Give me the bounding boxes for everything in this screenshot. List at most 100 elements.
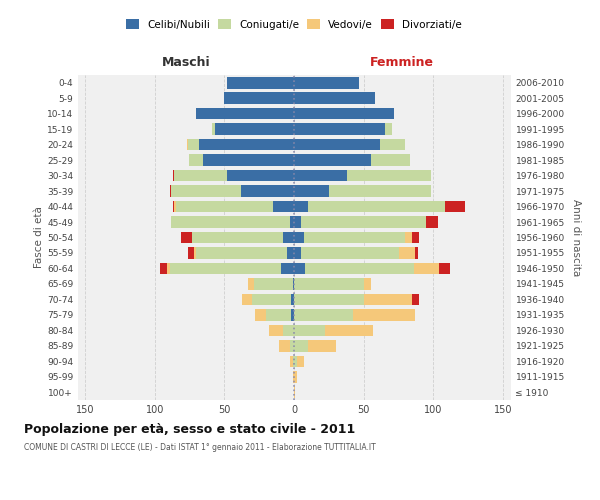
Bar bbox=[173, 200, 174, 212]
Bar bbox=[294, 216, 301, 228]
Bar bbox=[294, 278, 364, 289]
Bar bbox=[254, 278, 293, 289]
Bar bbox=[196, 108, 294, 120]
Bar bbox=[415, 247, 418, 259]
Bar bbox=[291, 309, 294, 320]
Bar bbox=[294, 139, 380, 150]
Bar bbox=[305, 262, 414, 274]
Bar bbox=[294, 170, 347, 181]
Bar bbox=[199, 139, 294, 150]
Bar bbox=[172, 186, 241, 197]
Bar bbox=[380, 139, 406, 150]
Bar bbox=[278, 340, 290, 351]
Bar bbox=[287, 247, 294, 259]
Bar bbox=[294, 386, 295, 398]
Bar bbox=[294, 262, 305, 274]
Bar bbox=[212, 124, 215, 135]
Bar bbox=[414, 262, 439, 274]
Bar bbox=[301, 216, 427, 228]
Bar bbox=[170, 262, 281, 274]
Text: COMUNE DI CASTRI DI LECCE (LE) - Dati ISTAT 1° gennaio 2011 - Elaborazione TUTTI: COMUNE DI CASTRI DI LECCE (LE) - Dati IS… bbox=[24, 442, 376, 452]
Bar bbox=[196, 247, 287, 259]
Bar bbox=[174, 170, 227, 181]
Bar bbox=[255, 309, 266, 320]
Text: Maschi: Maschi bbox=[161, 56, 211, 69]
Y-axis label: Fasce di età: Fasce di età bbox=[34, 206, 44, 268]
Bar bbox=[252, 294, 291, 305]
Bar bbox=[283, 232, 294, 243]
Bar bbox=[160, 262, 167, 274]
Bar bbox=[294, 340, 308, 351]
Bar bbox=[308, 340, 336, 351]
Bar bbox=[224, 92, 294, 104]
Bar bbox=[188, 139, 199, 150]
Bar bbox=[325, 324, 373, 336]
Bar bbox=[294, 92, 375, 104]
Bar bbox=[192, 232, 283, 243]
Bar bbox=[294, 154, 371, 166]
Bar bbox=[170, 186, 172, 197]
Bar bbox=[290, 340, 294, 351]
Bar bbox=[293, 356, 294, 367]
Bar bbox=[269, 324, 283, 336]
Legend: Celibi/Nubili, Coniugati/e, Vedovi/e, Divorziati/e: Celibi/Nubili, Coniugati/e, Vedovi/e, Di… bbox=[122, 15, 466, 34]
Bar bbox=[294, 200, 308, 212]
Bar bbox=[266, 309, 291, 320]
Bar bbox=[290, 356, 293, 367]
Bar bbox=[294, 108, 394, 120]
Bar bbox=[181, 232, 192, 243]
Bar bbox=[329, 186, 431, 197]
Bar bbox=[283, 324, 294, 336]
Bar bbox=[215, 124, 294, 135]
Bar bbox=[187, 139, 188, 150]
Text: Popolazione per età, sesso e stato civile - 2011: Popolazione per età, sesso e stato civil… bbox=[24, 422, 355, 436]
Bar bbox=[173, 170, 174, 181]
Bar bbox=[371, 154, 410, 166]
Bar bbox=[167, 262, 170, 274]
Bar bbox=[439, 262, 450, 274]
Bar bbox=[294, 77, 359, 88]
Bar bbox=[293, 371, 294, 382]
Bar bbox=[293, 278, 294, 289]
Bar bbox=[385, 124, 392, 135]
Bar bbox=[294, 294, 364, 305]
Bar bbox=[290, 216, 294, 228]
Bar bbox=[347, 170, 431, 181]
Bar bbox=[427, 216, 437, 228]
Bar bbox=[308, 200, 445, 212]
Bar bbox=[242, 294, 252, 305]
Bar bbox=[445, 200, 466, 212]
Text: Femmine: Femmine bbox=[370, 56, 434, 69]
Bar bbox=[281, 262, 294, 274]
Bar bbox=[304, 232, 406, 243]
Bar bbox=[294, 232, 304, 243]
Bar bbox=[294, 309, 353, 320]
Bar bbox=[227, 170, 294, 181]
Bar bbox=[248, 278, 254, 289]
Bar bbox=[227, 77, 294, 88]
Bar bbox=[190, 154, 203, 166]
Y-axis label: Anni di nascita: Anni di nascita bbox=[571, 199, 581, 276]
Bar bbox=[294, 371, 297, 382]
Bar bbox=[203, 154, 294, 166]
Bar bbox=[291, 294, 294, 305]
Bar bbox=[301, 247, 398, 259]
Bar bbox=[294, 247, 301, 259]
Bar bbox=[176, 200, 273, 212]
Bar bbox=[297, 356, 304, 367]
Bar bbox=[172, 216, 290, 228]
Bar bbox=[294, 186, 329, 197]
Bar bbox=[398, 247, 415, 259]
Bar bbox=[273, 200, 294, 212]
Bar bbox=[412, 294, 419, 305]
Bar bbox=[194, 247, 196, 259]
Bar bbox=[412, 232, 419, 243]
Bar bbox=[241, 186, 294, 197]
Bar bbox=[294, 356, 297, 367]
Bar bbox=[364, 294, 412, 305]
Bar bbox=[294, 124, 385, 135]
Bar bbox=[294, 324, 325, 336]
Bar bbox=[188, 247, 194, 259]
Bar bbox=[353, 309, 415, 320]
Bar bbox=[406, 232, 412, 243]
